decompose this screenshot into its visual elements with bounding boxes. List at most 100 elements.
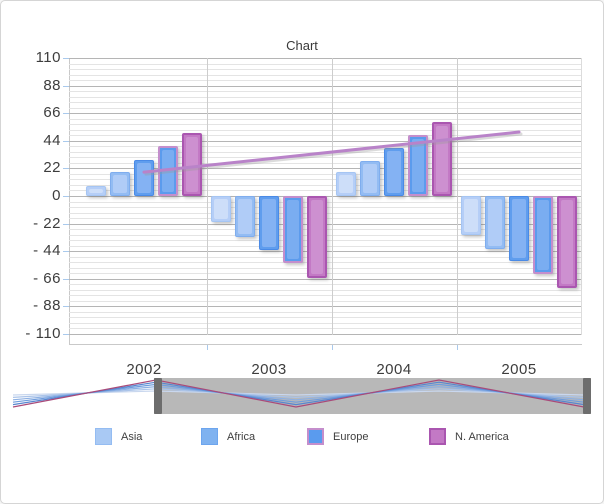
- gridline: [69, 118, 581, 120]
- bar-highlight: [537, 200, 549, 270]
- gridline: [69, 334, 581, 335]
- y-axis-tick: [63, 113, 69, 115]
- gridline: [69, 289, 581, 291]
- bar-highlight: [387, 151, 401, 193]
- category-separator: [331, 58, 333, 335]
- bar-n-america-2005[interactable]: [557, 196, 577, 288]
- bar-highlight: [561, 200, 573, 284]
- bar-europe-2003[interactable]: [283, 196, 303, 263]
- gridline: [69, 102, 581, 104]
- gridline: [69, 96, 581, 98]
- legend-item-africa[interactable]: Africa: [201, 428, 255, 445]
- legend-swatch-africa: [201, 428, 218, 445]
- bar-africa-2004[interactable]: [360, 160, 380, 196]
- gridline: [69, 317, 581, 319]
- navigator-series-line: [12, 385, 585, 401]
- gridline: [69, 91, 581, 93]
- x-axis-label-2002: 2002: [126, 361, 162, 378]
- gridline: [69, 80, 581, 82]
- gridline: [69, 124, 581, 126]
- bar-africa-2002[interactable]: [110, 172, 130, 196]
- y-axis-label: 110: [35, 49, 61, 66]
- y-axis-tick: [63, 251, 69, 253]
- x-axis-line: [69, 344, 582, 345]
- bar-series-3-2002[interactable]: [134, 159, 154, 196]
- gridline: [69, 135, 581, 137]
- bar-europe-2004[interactable]: [408, 134, 428, 196]
- legend-item-europe[interactable]: Europe: [307, 428, 368, 445]
- y-axis-label: 0: [52, 187, 61, 204]
- category-separator: [456, 58, 458, 335]
- gridline: [69, 168, 581, 170]
- gridline: [69, 190, 581, 192]
- bar-highlight: [186, 137, 198, 192]
- gridline: [69, 85, 581, 87]
- bar-highlight: [137, 162, 151, 193]
- gridline: [69, 157, 581, 159]
- gridline: [69, 184, 581, 186]
- gridline: [69, 107, 581, 109]
- range-selector[interactable]: [11, 378, 591, 414]
- gridline: [69, 173, 581, 175]
- range-left-handle[interactable]: [154, 378, 162, 414]
- y-axis-tick: [63, 85, 69, 87]
- gridline: [69, 69, 581, 71]
- bar-africa-2005[interactable]: [485, 196, 505, 249]
- bar-highlight: [512, 199, 526, 259]
- legend-label: Europe: [333, 430, 369, 443]
- bar-highlight: [436, 126, 448, 192]
- bar-highlight: [412, 138, 424, 192]
- gridline: [69, 58, 581, 59]
- gridline: [69, 179, 581, 181]
- bar-highlight: [113, 175, 127, 193]
- gridline: [69, 278, 581, 280]
- legend-item-n-america[interactable]: N. America: [429, 428, 509, 445]
- y-axis-tick: [63, 168, 69, 170]
- legend-item-asia[interactable]: Asia: [95, 428, 142, 445]
- bar-n-america-2003[interactable]: [307, 196, 327, 278]
- chart-title: Chart: [286, 38, 318, 53]
- y-axis-tick: [63, 223, 69, 225]
- gridline: [69, 284, 581, 286]
- bar-asia-2005[interactable]: [461, 196, 481, 235]
- y-axis-label: - 44: [33, 242, 61, 260]
- gridline: [69, 311, 581, 313]
- y-axis-label: - 66: [33, 269, 61, 287]
- y-axis-tick: [63, 196, 69, 197]
- y-axis-label: 44: [43, 131, 61, 149]
- bar-highlight: [89, 189, 103, 193]
- gridline: [69, 146, 581, 148]
- gridline: [69, 295, 581, 297]
- bar-africa-2003[interactable]: [235, 196, 255, 238]
- bar-series-3-2004[interactable]: [384, 148, 404, 196]
- bar-series-3-2003[interactable]: [259, 196, 279, 250]
- bar-highlight: [488, 199, 502, 246]
- y-axis-line: [69, 58, 70, 345]
- gridline: [69, 63, 581, 65]
- bar-highlight: [363, 163, 377, 193]
- gridline: [69, 74, 581, 76]
- bar-series-3-2005[interactable]: [509, 196, 529, 262]
- bar-asia-2002[interactable]: [86, 186, 106, 196]
- y-axis-tick: [63, 306, 69, 308]
- y-axis-label: 22: [43, 159, 61, 177]
- navigator-preview: [12, 379, 585, 408]
- bar-europe-2005[interactable]: [533, 196, 553, 274]
- x-axis-label-2003: 2003: [251, 361, 287, 378]
- bar-highlight: [287, 200, 299, 259]
- bar-highlight: [311, 200, 323, 274]
- bar-highlight: [339, 175, 353, 193]
- bar-asia-2003[interactable]: [211, 196, 231, 223]
- range-right-handle[interactable]: [583, 378, 591, 414]
- bar-asia-2004[interactable]: [336, 172, 356, 196]
- gridline: [69, 129, 581, 131]
- gridline: [69, 328, 581, 330]
- range-selected-region[interactable]: [154, 378, 591, 414]
- bar-highlight: [214, 199, 228, 220]
- x-axis-tick: [206, 345, 208, 350]
- y-axis-label: 88: [43, 76, 61, 94]
- legend-swatch-europe: [307, 428, 324, 445]
- gridline: [69, 162, 581, 164]
- y-axis-tick: [63, 278, 69, 280]
